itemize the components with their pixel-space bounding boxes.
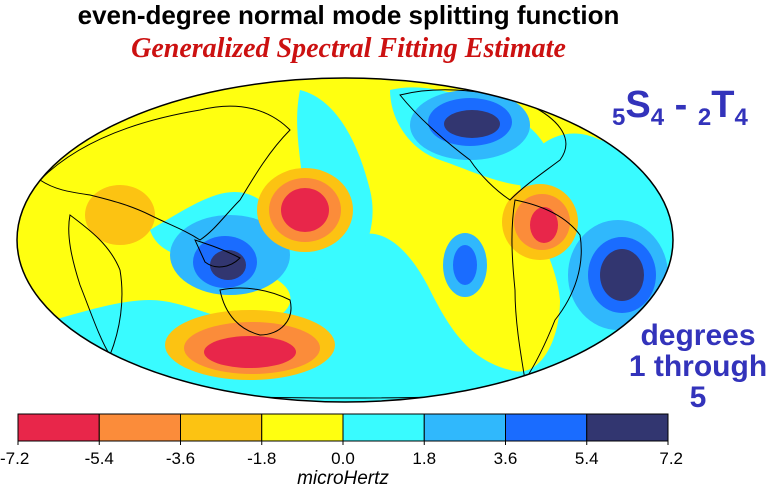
field-blue-3	[453, 245, 477, 285]
colorbar-tick-label: 0.0	[331, 449, 355, 468]
colorbar-swatch	[180, 413, 263, 442]
field-red-1	[281, 188, 329, 232]
colorbar-tick-label: -7.2	[0, 449, 29, 468]
colorbar-unit-label: microHertz	[297, 468, 389, 489]
field-orange-4	[85, 185, 155, 245]
colorbar-tick-label: 3.6	[494, 449, 518, 468]
globe-outline	[16, 77, 674, 403]
mode-n1: 5	[612, 104, 626, 131]
field-red-3	[204, 336, 296, 368]
field-navy-2	[444, 110, 500, 138]
coast-eurasia	[39, 105, 291, 241]
mode-l1: S	[625, 84, 651, 126]
colorbar-tick-label: -1.8	[247, 449, 276, 468]
colorbar-swatch	[505, 413, 588, 442]
map-title: even-degree normal mode splitting functi…	[77, 0, 620, 30]
degrees-label: degrees 1 through 5	[618, 320, 777, 413]
field-navy-1	[210, 250, 246, 280]
colorbar-swatch	[586, 413, 669, 442]
map-field	[17, 78, 673, 402]
colorbar-tick-label: -5.4	[85, 449, 114, 468]
colorbar-swatch	[342, 413, 425, 442]
colorbar-swatch	[423, 413, 506, 442]
coast-south-america	[511, 199, 582, 382]
mode-d1: 4	[650, 104, 665, 131]
colorbar-tick-label: -3.6	[166, 449, 195, 468]
mode-l2: T	[711, 84, 735, 126]
colorbar-tick-label: 7.2	[659, 449, 683, 468]
map-subtitle: Generalized Spectral Fitting Estimate	[131, 33, 566, 64]
mode-n2: 2	[697, 104, 712, 131]
colorbar-swatch	[17, 413, 100, 442]
colorbar-tick-label: 1.8	[412, 449, 436, 468]
degrees-line1: degrees	[640, 319, 756, 352]
mode-sep: -	[664, 84, 698, 126]
degrees-line2: 1 through 5	[628, 350, 768, 414]
mode-d2: 4	[734, 104, 748, 131]
coast-australia	[219, 287, 292, 336]
field-navy-3	[600, 249, 644, 301]
colorbar-swatch	[98, 413, 181, 442]
coast-indonesia	[194, 239, 241, 268]
field-red-2	[530, 207, 558, 243]
mode-label: 5S4 - 2T4	[612, 84, 748, 132]
colorbar-tick-label: 5.4	[575, 449, 599, 468]
colorbar-swatch	[261, 413, 344, 442]
